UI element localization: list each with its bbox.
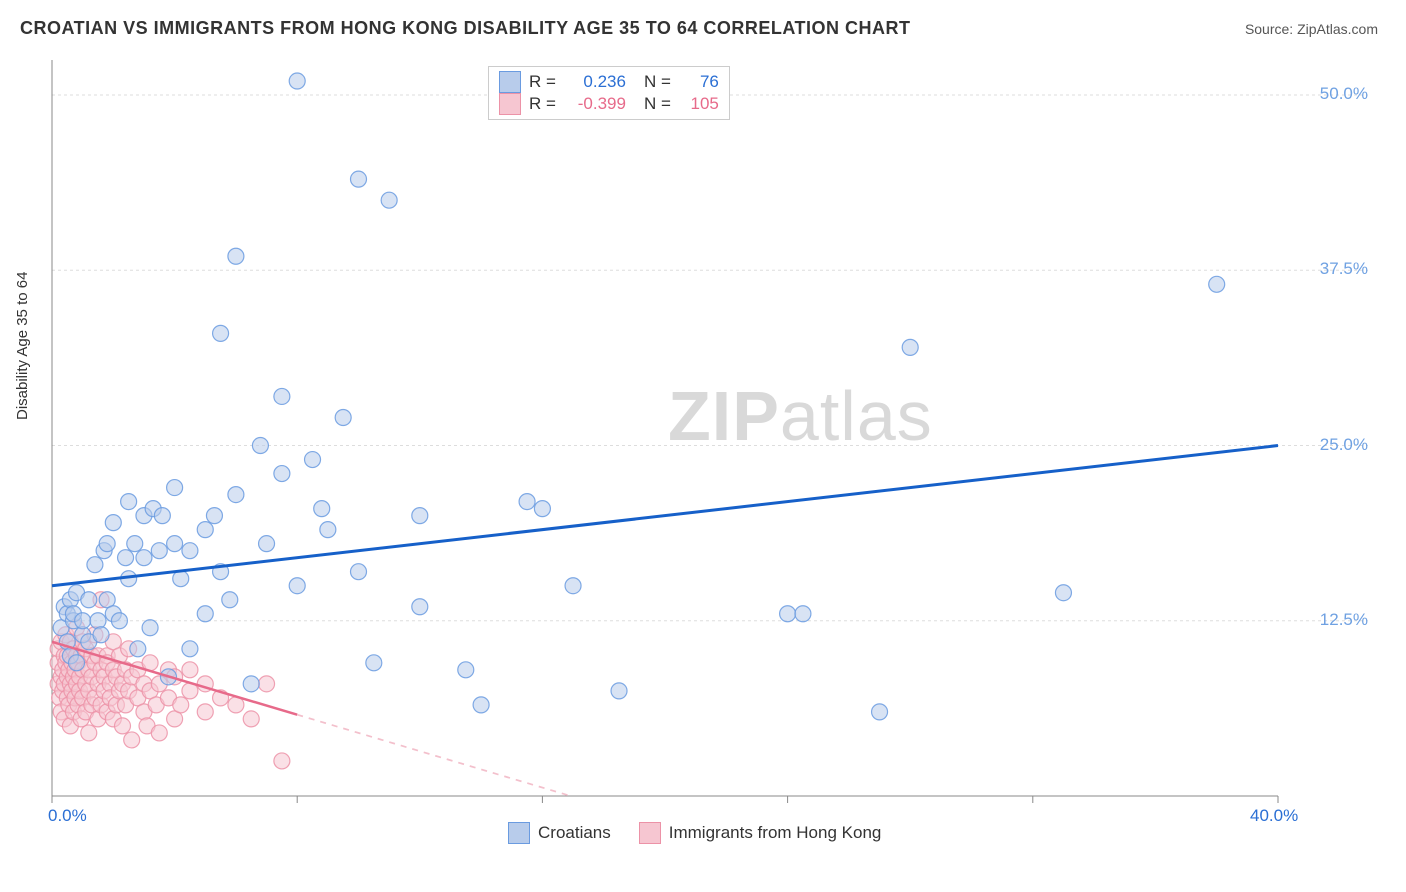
- y-tick-label: 50.0%: [1320, 84, 1368, 104]
- chart-header: CROATIAN VS IMMIGRANTS FROM HONG KONG DI…: [20, 18, 1378, 39]
- y-tick-label: 25.0%: [1320, 435, 1368, 455]
- chart-source: Source: ZipAtlas.com: [1245, 21, 1378, 37]
- x-tick-label-first: 0.0%: [48, 806, 87, 826]
- n-value-0: 76: [679, 72, 719, 92]
- y-axis-label: Disability Age 35 to 64: [14, 272, 31, 420]
- r-label-0: R =: [529, 72, 556, 92]
- r-label-1: R =: [529, 94, 556, 114]
- n-value-1: 105: [679, 94, 719, 114]
- n-label-0: N =: [644, 72, 671, 92]
- series-legend: Croatians Immigrants from Hong Kong: [508, 822, 881, 844]
- chart-area: ZIPatlas R = 0.236 N = 76 R = -0.399 N =…: [48, 56, 1368, 826]
- swatch-series-1: [499, 93, 521, 115]
- r-value-1: -0.399: [564, 94, 626, 114]
- swatch-series-0: [499, 71, 521, 93]
- legend-label-1: Immigrants from Hong Kong: [669, 823, 882, 843]
- stats-row-series-1: R = -0.399 N = 105: [499, 93, 719, 115]
- r-value-0: 0.236: [564, 72, 626, 92]
- y-tick-label: 37.5%: [1320, 259, 1368, 279]
- n-label-1: N =: [644, 94, 671, 114]
- legend-swatch-1: [639, 822, 661, 844]
- stats-legend: R = 0.236 N = 76 R = -0.399 N = 105: [488, 66, 730, 120]
- source-name: ZipAtlas.com: [1297, 21, 1378, 37]
- y-tick-label: 12.5%: [1320, 610, 1368, 630]
- scatter-plot: [48, 56, 1368, 826]
- chart-title: CROATIAN VS IMMIGRANTS FROM HONG KONG DI…: [20, 18, 911, 39]
- legend-item-0: Croatians: [508, 822, 611, 844]
- legend-label-0: Croatians: [538, 823, 611, 843]
- legend-item-1: Immigrants from Hong Kong: [639, 822, 882, 844]
- legend-swatch-0: [508, 822, 530, 844]
- stats-row-series-0: R = 0.236 N = 76: [499, 71, 719, 93]
- x-tick-label-last: 40.0%: [1250, 806, 1298, 826]
- source-prefix: Source:: [1245, 21, 1297, 37]
